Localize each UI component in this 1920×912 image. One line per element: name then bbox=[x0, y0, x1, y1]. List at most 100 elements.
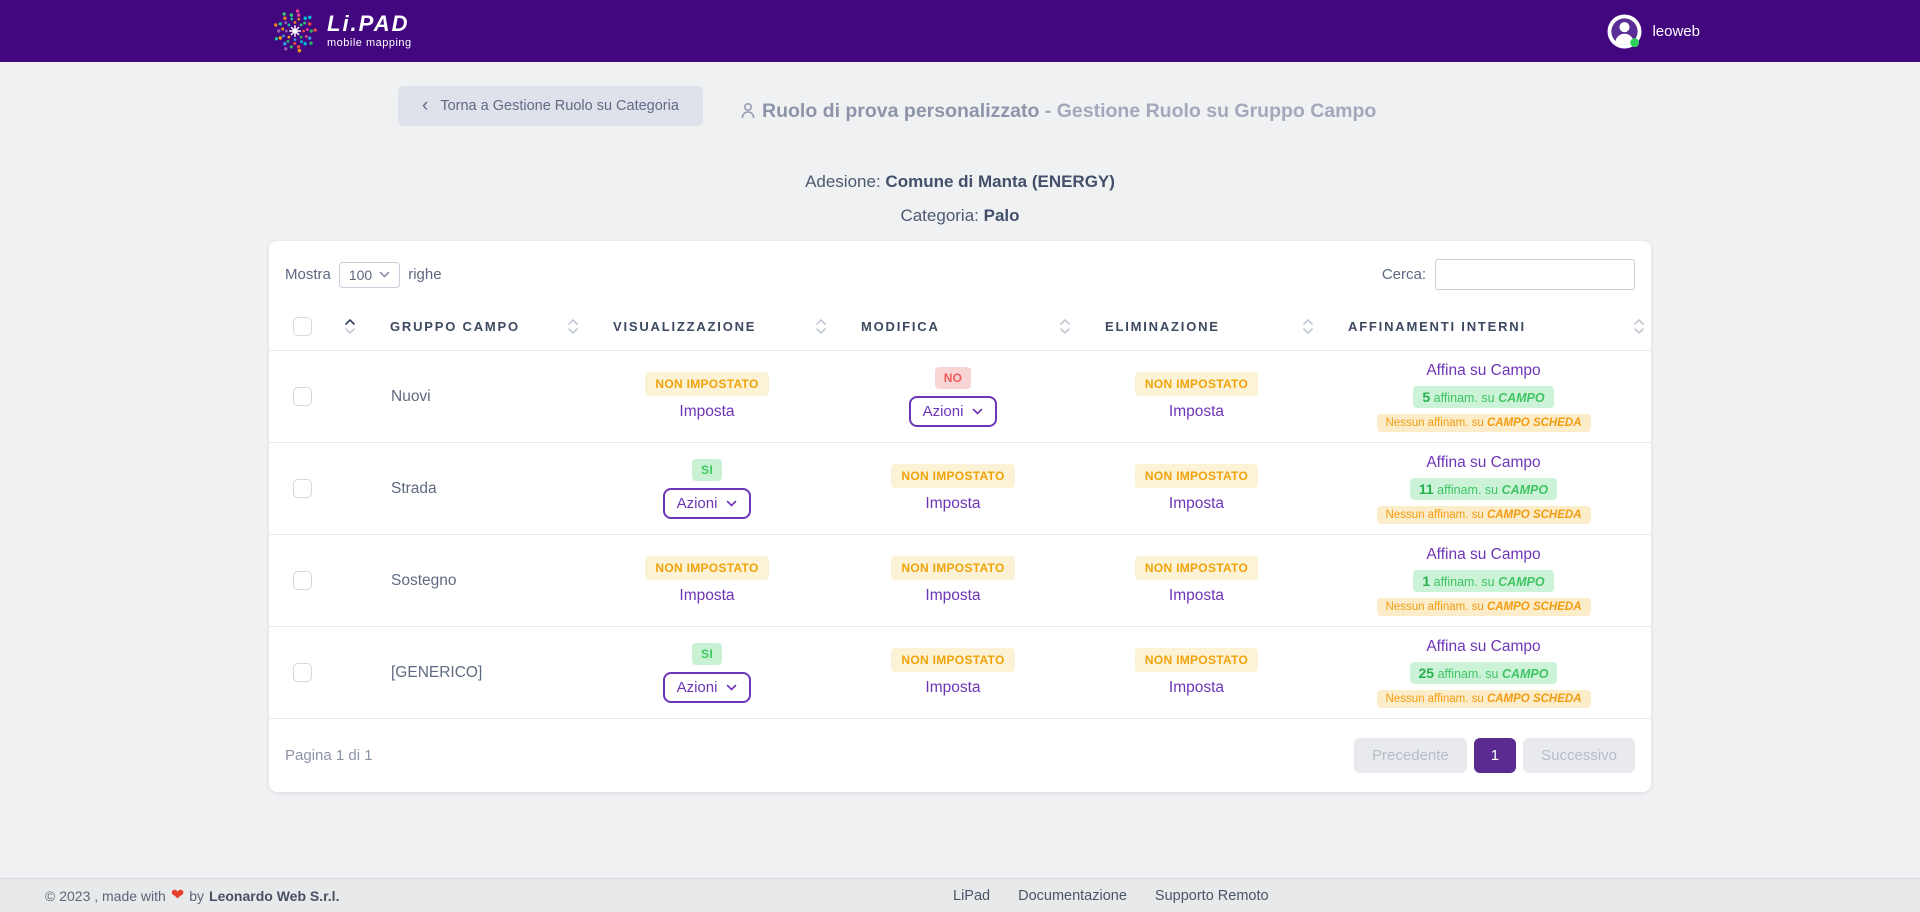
adesione-value: Comune di Manta (ENERGY) bbox=[885, 172, 1115, 191]
eliminazione-cell: NON IMPOSTATO Imposta bbox=[1075, 627, 1318, 718]
username: leoweb bbox=[1652, 22, 1700, 40]
back-button-label: Torna a Gestione Ruolo su Categoria bbox=[440, 98, 679, 114]
status-badge: NON IMPOSTATO bbox=[1134, 556, 1259, 580]
row-select-cell bbox=[269, 627, 360, 718]
search-control: Cerca: bbox=[1382, 259, 1635, 290]
campo-scheda-affinamenti-badge: Nessun affinam. su CAMPO SCHEDA bbox=[1376, 505, 1591, 524]
logo-text: Li.PAD mobile mapping bbox=[327, 13, 412, 49]
row-checkbox[interactable] bbox=[293, 663, 312, 682]
affinamenti-cell: Affina su Campo 11 affinam. su CAMPO Nessu… bbox=[1318, 443, 1649, 534]
column-header-modifica: MODIFICA bbox=[831, 304, 1075, 350]
imposta-link[interactable]: Imposta bbox=[1168, 587, 1225, 604]
chevron-down-icon bbox=[379, 271, 390, 278]
next-page-button[interactable]: Successivo bbox=[1523, 738, 1635, 773]
column-header-eliminazione: ELIMINAZIONE bbox=[1075, 304, 1318, 350]
sort-icon[interactable] bbox=[567, 318, 579, 335]
status-badge: SI bbox=[692, 642, 722, 665]
column-header-affinamenti-interni: AFFINAMENTI INTERNI bbox=[1318, 304, 1649, 350]
affinamenti-cell: Affina su Campo 25 affinam. su CAMPO Nessu… bbox=[1318, 627, 1649, 718]
heart-icon: ❤ bbox=[170, 886, 185, 904]
back-button[interactable]: ‹ Torna a Gestione Ruolo su Categoria bbox=[398, 86, 703, 126]
previous-page-button[interactable]: Precedente bbox=[1354, 738, 1467, 773]
status-badge: NO bbox=[934, 366, 972, 389]
modifica-cell: NON IMPOSTATO Imposta bbox=[831, 443, 1075, 534]
affinamenti-cell: Affina su Campo 5 affinam. su CAMPO Nessun… bbox=[1318, 351, 1649, 442]
azioni-dropdown[interactable]: Azioni bbox=[662, 487, 752, 519]
avatar bbox=[1607, 13, 1642, 49]
imposta-link[interactable]: Imposta bbox=[679, 587, 735, 604]
pagination-info: Pagina 1 di 1 bbox=[285, 747, 373, 764]
status-badge: NON IMPOSTATO bbox=[891, 464, 1015, 488]
row-checkbox[interactable] bbox=[293, 571, 312, 590]
person-icon bbox=[741, 103, 755, 119]
campo-scheda-affinamenti-badge: Nessun affinam. su CAMPO SCHEDA bbox=[1376, 689, 1591, 708]
table-header: GRUPPO CAMPO VISUALIZZAZIONE MODIFICA EL… bbox=[269, 304, 1651, 351]
azioni-dropdown[interactable]: Azioni bbox=[908, 395, 998, 427]
imposta-link[interactable]: Imposta bbox=[925, 495, 981, 512]
table-row: Nuovi NON IMPOSTATO Imposta NO Azioni NON IMP… bbox=[269, 351, 1651, 443]
imposta-link[interactable]: Imposta bbox=[1168, 679, 1225, 696]
status-badge: NON IMPOSTATO bbox=[1134, 464, 1259, 488]
imposta-link[interactable]: Imposta bbox=[679, 403, 735, 420]
navbar: Li.PAD mobile mapping leoweb bbox=[0, 0, 1920, 62]
status-badge: NON IMPOSTATO bbox=[1134, 372, 1259, 396]
modifica-cell: NON IMPOSTATO Imposta bbox=[831, 627, 1075, 718]
page-title: Ruolo di prova personalizzato - Gestione… bbox=[740, 99, 1400, 124]
footer-link-documentazione[interactable]: Documentazione bbox=[1018, 887, 1127, 904]
role-name: Ruolo di prova personalizzato bbox=[762, 100, 1040, 123]
affina-su-campo-link[interactable]: Affina su Campo bbox=[1426, 545, 1541, 563]
sort-icon[interactable] bbox=[344, 318, 356, 335]
imposta-link[interactable]: Imposta bbox=[1168, 403, 1225, 420]
row-select-cell bbox=[269, 351, 360, 442]
visualizzazione-cell: SI Azioni bbox=[583, 443, 831, 534]
modifica-cell: NO Azioni bbox=[831, 351, 1075, 442]
sort-icon[interactable] bbox=[1302, 318, 1314, 335]
table-row: Strada SI Azioni NON IMPOSTATO Imposta NON IM… bbox=[269, 443, 1651, 535]
eliminazione-cell: NON IMPOSTATO Imposta bbox=[1075, 351, 1318, 442]
title-suffix: Gestione Ruolo su Gruppo Campo bbox=[1056, 100, 1377, 123]
footer-link-supporto-remoto[interactable]: Supporto Remoto bbox=[1154, 887, 1269, 904]
lipad-sun-icon bbox=[274, 9, 317, 53]
eliminazione-cell: NON IMPOSTATO Imposta bbox=[1075, 443, 1318, 534]
status-badge: NON IMPOSTATO bbox=[1134, 648, 1259, 672]
table-controls: Mostra 100 righe Cerca: bbox=[269, 259, 1651, 290]
column-label[interactable]: AFFINAMENTI INTERNI bbox=[1348, 318, 1526, 334]
sort-icon[interactable] bbox=[815, 318, 827, 335]
column-label[interactable]: GRUPPO CAMPO bbox=[390, 318, 520, 334]
rows-per-page-select[interactable]: 100 bbox=[338, 261, 401, 288]
header-select-all-cell bbox=[269, 304, 360, 350]
footer: © 2023 , made with ❤ by Leonardo Web S.r… bbox=[0, 878, 1920, 912]
visualizzazione-cell: NON IMPOSTATO Imposta bbox=[583, 535, 831, 626]
campo-scheda-affinamenti-badge: Nessun affinam. su CAMPO SCHEDA bbox=[1376, 597, 1591, 616]
affina-su-campo-link[interactable]: Affina su Campo bbox=[1426, 453, 1541, 471]
page-head: ‹ Torna a Gestione Ruolo su Categoria Ru… bbox=[0, 86, 1920, 152]
campo-affinamenti-badge: 11 affinam. su CAMPO bbox=[1409, 477, 1558, 500]
row-checkbox[interactable] bbox=[293, 387, 312, 406]
column-label[interactable]: MODIFICA bbox=[861, 318, 940, 334]
sort-icon[interactable] bbox=[1059, 318, 1071, 335]
azioni-dropdown[interactable]: Azioni bbox=[662, 671, 752, 703]
affina-su-campo-link[interactable]: Affina su Campo bbox=[1426, 637, 1541, 655]
status-badge: NON IMPOSTATO bbox=[645, 556, 769, 580]
column-label[interactable]: VISUALIZZAZIONE bbox=[613, 318, 757, 334]
column-label[interactable]: ELIMINAZIONE bbox=[1105, 318, 1220, 334]
affina-su-campo-link[interactable]: Affina su Campo bbox=[1426, 361, 1541, 379]
table-row: [GENERICO] SI Azioni NON IMPOSTATO Imposta NO… bbox=[269, 627, 1651, 719]
footer-links: LiPad Documentazione Supporto Remoto bbox=[953, 888, 1269, 904]
select-all-checkbox[interactable] bbox=[293, 316, 312, 336]
row-checkbox[interactable] bbox=[293, 479, 312, 498]
sort-icon[interactable] bbox=[1633, 318, 1645, 335]
footer-link-lipad[interactable]: LiPad bbox=[953, 887, 991, 904]
table-card: Mostra 100 righe Cerca: GRUPPO CAMPO VIS… bbox=[269, 241, 1651, 792]
status-badge: NON IMPOSTATO bbox=[891, 648, 1015, 672]
user-menu[interactable]: leoweb bbox=[1607, 13, 1700, 49]
imposta-link[interactable]: Imposta bbox=[925, 587, 981, 604]
lipad-logo[interactable]: Li.PAD mobile mapping bbox=[272, 8, 412, 54]
page-1-button[interactable]: 1 bbox=[1473, 738, 1517, 773]
search-input[interactable] bbox=[1435, 259, 1635, 290]
adesione-label: Adesione: bbox=[805, 172, 881, 191]
copyright: © 2023 , made with ❤ by Leonardo Web S.r… bbox=[0, 886, 339, 904]
categoria-value: Palo bbox=[983, 206, 1020, 225]
imposta-link[interactable]: Imposta bbox=[1168, 495, 1225, 512]
imposta-link[interactable]: Imposta bbox=[925, 679, 981, 696]
